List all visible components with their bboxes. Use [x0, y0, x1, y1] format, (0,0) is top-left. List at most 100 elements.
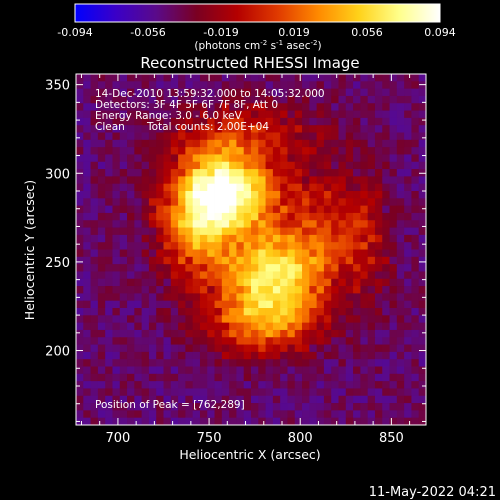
heatmap-cell — [280, 388, 288, 397]
heatmap-cell — [251, 315, 259, 324]
heatmap-cell — [280, 132, 288, 141]
heatmap-cell — [374, 161, 383, 170]
heatmap-cell — [331, 183, 339, 192]
heatmap-cell — [185, 191, 194, 199]
heatmap-cell — [302, 271, 310, 280]
heatmap-cell — [185, 410, 194, 419]
heatmap-cell — [90, 154, 99, 163]
heatmap-cell — [265, 234, 274, 243]
heatmap-cell — [353, 373, 361, 382]
heatmap-cell — [287, 191, 296, 199]
heatmap-cell — [134, 176, 143, 185]
heatmap-cell — [207, 381, 215, 389]
heatmap-cell — [331, 351, 339, 360]
heatmap-cell — [404, 161, 412, 170]
heatmap-cell — [418, 132, 426, 141]
heatmap-cell — [323, 249, 332, 258]
heatmap-cell — [272, 359, 281, 367]
heatmap-cell — [134, 242, 143, 250]
heatmap-cell — [251, 74, 259, 82]
heatmap-cell — [134, 183, 143, 192]
heatmap-cell — [134, 110, 143, 119]
heatmap-cell — [90, 242, 99, 250]
heatmap-cell — [76, 315, 84, 324]
heatmap-cell — [141, 220, 150, 228]
heatmap-cell — [280, 322, 288, 331]
heatmap-cell — [404, 95, 412, 104]
heatmap-cell — [148, 256, 157, 265]
heatmap-cell — [418, 198, 426, 207]
heatmap-cell — [389, 344, 398, 353]
heatmap-cell — [76, 249, 84, 258]
heatmap-cell — [396, 308, 405, 316]
heatmap-cell — [170, 381, 179, 389]
heatmap-cell — [353, 176, 361, 185]
heatmap-cell — [265, 308, 274, 316]
heatmap-cell — [331, 220, 339, 228]
heatmap-cell — [265, 88, 274, 97]
heatmap-cell — [229, 322, 237, 331]
heatmap-cell — [287, 125, 296, 133]
heatmap-cell — [251, 169, 259, 177]
heatmap-cell — [309, 81, 318, 90]
heatmap-cell — [163, 154, 172, 163]
heatmap-cell — [316, 139, 325, 148]
heatmap-cell — [214, 410, 223, 419]
heatmap-cell — [287, 366, 296, 375]
heatmap-cell — [382, 103, 390, 111]
heatmap-cell — [258, 161, 266, 170]
heatmap-cell — [83, 132, 91, 141]
heatmap-cell — [119, 154, 128, 163]
heatmap-cell — [90, 322, 99, 331]
heatmap-cell — [331, 388, 339, 397]
heatmap-cell — [265, 125, 274, 133]
heatmap-cell — [207, 95, 215, 104]
heatmap-cell — [302, 300, 310, 309]
heatmap-cell — [185, 110, 194, 119]
heatmap-cell — [156, 403, 164, 411]
heatmap-cell — [287, 242, 296, 250]
heatmap-cell — [170, 286, 179, 294]
heatmap-cell — [272, 417, 281, 425]
heatmap-cell — [338, 315, 347, 324]
heatmap-cell — [331, 308, 339, 316]
heatmap-cell — [345, 198, 354, 207]
heatmap-cell — [214, 388, 223, 397]
heatmap-cell — [396, 132, 405, 141]
heatmap-cell — [119, 278, 128, 287]
heatmap-cell — [396, 315, 405, 324]
heatmap-cell — [83, 147, 91, 155]
heatmap-cell — [127, 278, 135, 287]
heatmap-cell — [367, 88, 376, 97]
heatmap-cell — [302, 147, 310, 155]
heatmap-cell — [265, 417, 274, 425]
heatmap-cell — [258, 388, 266, 397]
heatmap-cell — [97, 417, 106, 425]
heatmap-cell — [418, 278, 426, 287]
heatmap-cell — [236, 183, 245, 192]
heatmap-cell — [360, 234, 369, 243]
heatmap-cell — [229, 286, 237, 294]
heatmap-cell — [338, 410, 347, 419]
heatmap-cell — [236, 147, 245, 155]
heatmap-cell — [331, 410, 339, 419]
heatmap-cell — [192, 227, 201, 236]
heatmap-cell — [141, 147, 150, 155]
heatmap-cell — [302, 329, 310, 338]
heatmap-cell — [141, 81, 150, 90]
heatmap-cell — [353, 381, 361, 389]
heatmap-cell — [221, 403, 230, 411]
heatmap-cell — [207, 322, 215, 331]
heatmap-cell — [331, 74, 339, 82]
heatmap-cell — [258, 256, 266, 265]
heatmap-cell — [396, 249, 405, 258]
heatmap-cell — [214, 278, 223, 287]
heatmap-cell — [418, 373, 426, 382]
heatmap-cell — [374, 395, 383, 404]
heatmap-cell — [404, 388, 412, 397]
heatmap-cell — [221, 161, 230, 170]
heatmap-cell — [163, 234, 172, 243]
heatmap-cell — [156, 125, 164, 133]
heatmap-cell — [280, 278, 288, 287]
heatmap-cell — [105, 395, 113, 404]
